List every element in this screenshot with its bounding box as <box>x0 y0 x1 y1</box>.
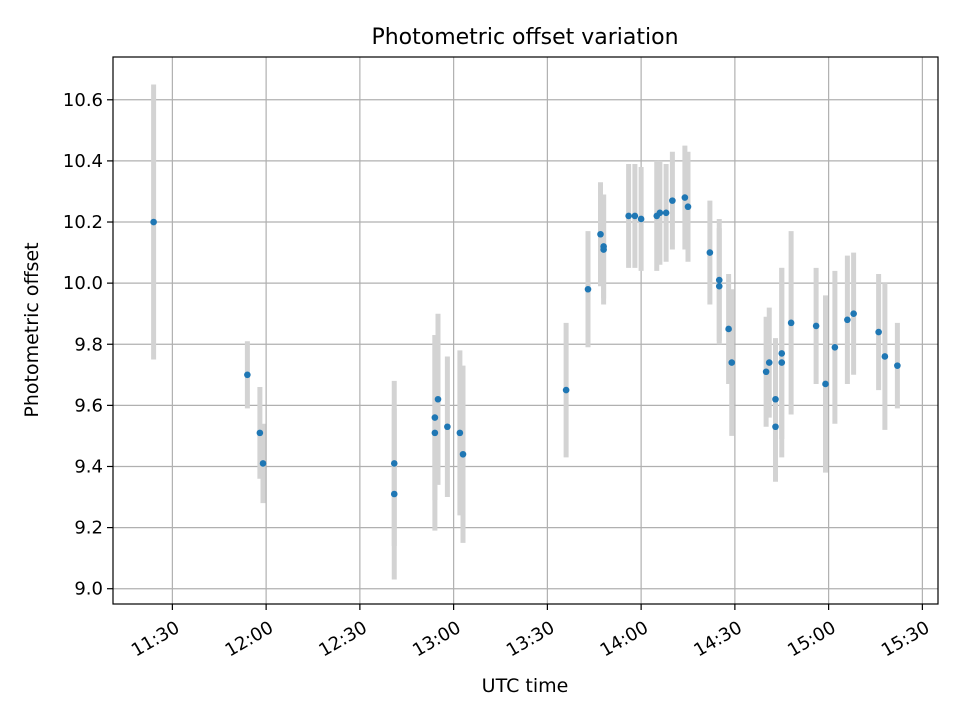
data-point <box>597 230 604 238</box>
data-point <box>600 243 607 250</box>
data-point <box>431 429 439 437</box>
y-tick-label: 10.0 <box>63 273 103 294</box>
data-point <box>787 319 795 327</box>
data-point <box>459 450 467 458</box>
data-point <box>772 395 779 403</box>
data-point <box>662 209 670 217</box>
y-tick-label: 10.2 <box>63 212 103 233</box>
data-point <box>684 203 692 211</box>
data-point <box>844 316 851 324</box>
grid-layer <box>113 57 938 604</box>
data-point <box>715 276 723 284</box>
data-point <box>637 215 645 223</box>
data-point <box>778 350 786 357</box>
data-point <box>256 429 264 437</box>
y-tick-label: 9.2 <box>74 518 103 539</box>
data-point <box>681 194 689 201</box>
data-point <box>875 328 882 336</box>
data-point <box>259 460 267 467</box>
data-point <box>150 218 157 226</box>
data-point <box>715 282 723 290</box>
data-point <box>881 353 889 360</box>
data-point <box>725 325 732 333</box>
y-tick-label: 9.8 <box>74 334 103 355</box>
data-point <box>762 368 770 376</box>
data-point <box>456 429 464 437</box>
plot-frame <box>112 56 939 605</box>
data-point <box>444 423 451 431</box>
data-point <box>562 386 570 394</box>
data-point <box>894 362 901 369</box>
data-point <box>831 344 839 351</box>
data-point <box>584 285 592 293</box>
data-point <box>625 212 632 220</box>
data-point <box>778 359 786 366</box>
data-point <box>669 197 676 204</box>
marker-layer <box>150 194 901 498</box>
x-axis-label: UTC time <box>482 675 569 697</box>
data-point <box>656 209 664 217</box>
data-point <box>822 380 829 388</box>
data-point <box>390 490 398 498</box>
y-tick-label: 9.0 <box>74 579 103 600</box>
data-point <box>434 395 442 403</box>
data-point <box>631 212 639 220</box>
data-point <box>244 371 251 379</box>
y-tick-label: 9.6 <box>74 395 103 416</box>
data-point <box>765 359 773 366</box>
y-tick-label: 9.4 <box>74 456 103 477</box>
data-point <box>772 423 779 431</box>
data-point <box>728 359 736 366</box>
data-point <box>706 249 714 256</box>
chart-title: Photometric offset variation <box>371 25 678 50</box>
y-tick-label: 10.6 <box>63 90 103 111</box>
y-axis-label: Photometric offset <box>21 242 43 417</box>
data-point <box>850 310 857 317</box>
data-point <box>390 460 398 467</box>
data-point <box>431 414 439 421</box>
y-tick-label: 10.4 <box>63 151 103 172</box>
data-point <box>812 322 820 330</box>
